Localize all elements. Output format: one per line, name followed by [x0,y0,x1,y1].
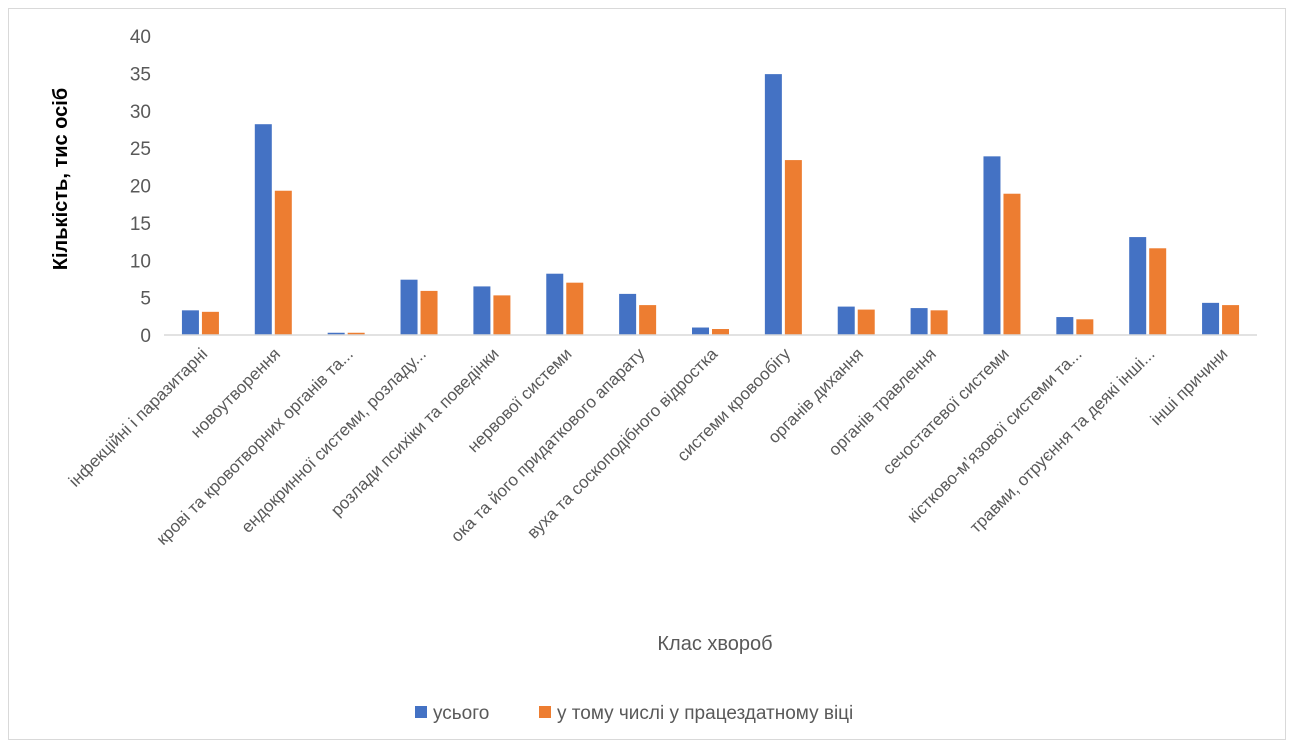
bar-series-1-cat-8 [784,160,802,335]
bar-series-1-cat-5 [566,282,584,335]
bar-series-0-cat-2 [327,332,345,335]
bar-chart: 0 5 10 15 20 25 30 35 40 інфекційні і паразитарн… [50,27,1257,724]
bars [181,74,1240,335]
bar-series-1-cat-2 [347,332,365,335]
legend-swatch [539,706,551,718]
y-axis-title: Кількість, тис осіб [50,88,72,270]
bar-series-1-cat-13 [1149,248,1167,335]
bar-series-0-cat-14 [1202,302,1220,335]
y-tick-label: 15 [130,214,151,235]
bar-series-0-cat-13 [1129,237,1147,335]
bar-series-0-cat-0 [181,310,199,335]
y-tick-label: 10 [130,251,151,272]
chart-frame: 0 5 10 15 20 25 30 35 40 інфекційні і паразитарн… [8,8,1286,740]
bar-series-0-cat-10 [910,308,928,335]
legend-label: у тому числі у працездатному віці [557,703,853,724]
bar-series-0-cat-9 [837,306,855,335]
bar-series-0-cat-6 [619,293,637,335]
bar-series-0-cat-5 [546,273,564,335]
x-axis-title: Клас хвороб [657,633,772,655]
bar-series-1-cat-11 [1003,193,1021,335]
bar-series-0-cat-12 [1056,317,1074,335]
bar-series-0-cat-1 [254,124,272,335]
legend-swatch [415,706,427,718]
y-tick-label: 40 [130,27,151,48]
legend-label: усього [433,703,489,724]
y-tick-label: 0 [140,326,151,347]
y-tick-label: 5 [140,289,151,310]
bar-series-1-cat-4 [493,295,511,335]
category-label: інфекційні і паразитарні [65,344,211,490]
y-axis-ticks: 0 5 10 15 20 25 30 35 40 [130,27,151,347]
bar-series-1-cat-9 [857,309,875,335]
bar-series-0-cat-4 [473,286,491,335]
bar-series-1-cat-3 [420,290,438,335]
bar-series-1-cat-0 [201,311,219,335]
category-label: сечостатевої системи [879,344,1013,478]
bar-series-0-cat-7 [692,327,709,335]
category-labels: інфекційні і паразитарніновоутвореннякро… [65,344,1231,549]
bar-series-0-cat-8 [764,74,782,335]
y-tick-label: 30 [130,102,151,123]
bar-series-1-cat-12 [1076,319,1094,335]
bar-series-0-cat-11 [983,156,1001,335]
category-label: інші причини [1147,344,1232,429]
bar-series-1-cat-1 [274,190,292,335]
bar-series-0-cat-3 [400,279,418,335]
y-tick-label: 35 [130,64,151,85]
bar-series-1-cat-7 [712,329,729,335]
bar-series-1-cat-14 [1222,305,1240,335]
bar-series-1-cat-6 [639,305,657,335]
y-tick-label: 20 [130,177,151,198]
y-tick-label: 25 [130,139,151,160]
legend: усього у тому числі у працездатному віці [415,703,853,724]
bar-series-1-cat-10 [930,310,948,335]
